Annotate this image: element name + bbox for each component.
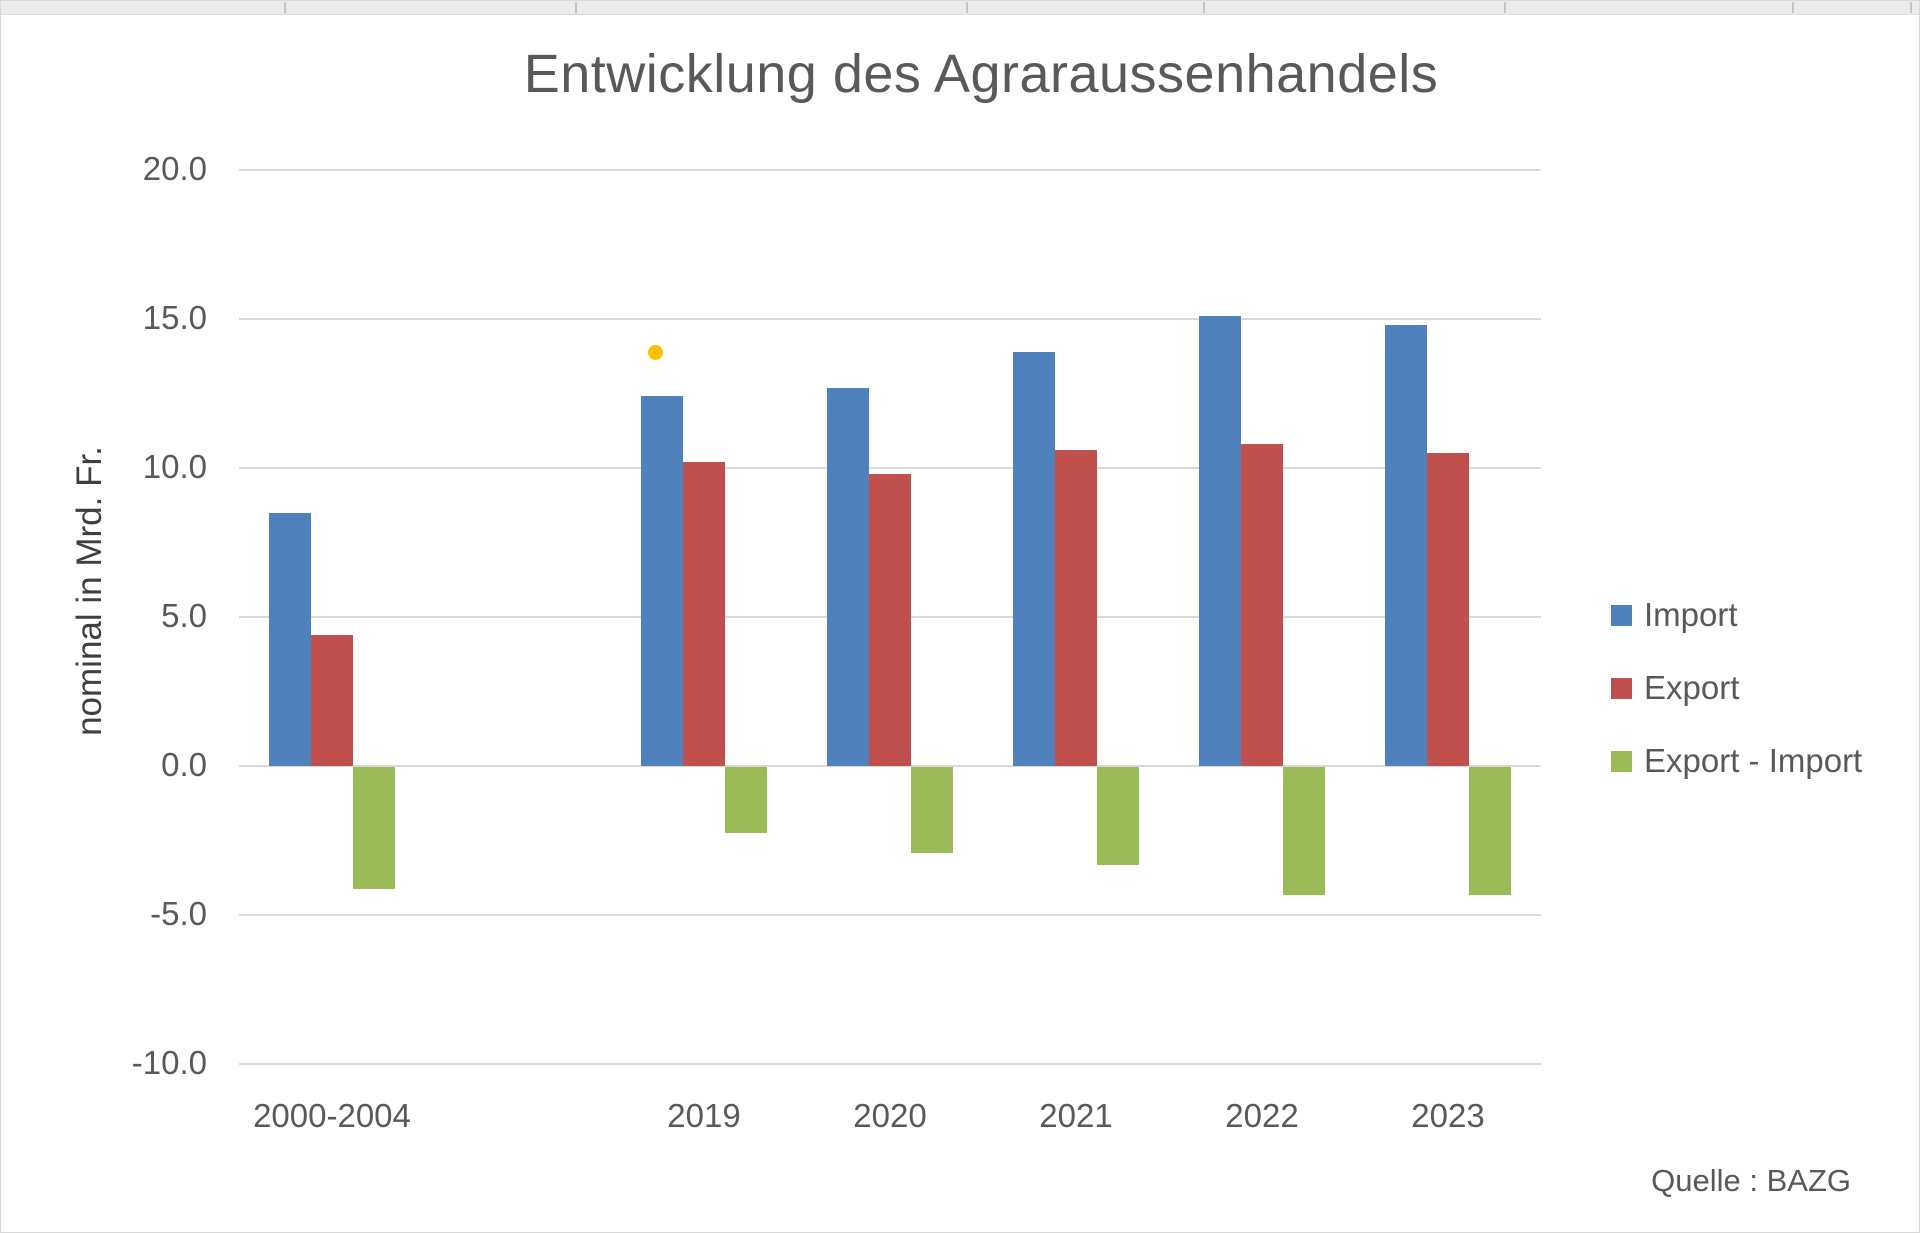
y-tick-label: 15.0 [142,299,207,336]
legend-label: Import [1644,596,1738,633]
bar-export-import-2000-2004 [353,767,395,890]
legend-swatch [1611,604,1632,626]
legend-swatch [1611,750,1632,772]
x-tick-label-2019: 2019 [667,1097,741,1134]
bar-import-2023 [1385,324,1427,766]
edge-tick [575,2,577,13]
source-note: Quelle : BAZG [1651,1163,1851,1198]
gridline-y-0.0 [239,765,1541,767]
gridline-y--10.0 [239,1063,1541,1065]
gridline-y--5.0 [239,914,1541,916]
bar-export-2023 [1427,453,1469,766]
annotation-dot [648,344,663,360]
bar-export-import-2023 [1469,767,1511,896]
gridline-y-15.0 [239,318,1541,320]
bar-import-2000-2004 [269,512,311,766]
y-tick-label: 20.0 [142,150,207,187]
bar-export-import-2020 [911,767,953,854]
bar-export-2021 [1055,450,1097,766]
edge-tick [1910,2,1912,13]
bar-import-2022 [1199,316,1241,766]
x-tick-label-2022: 2022 [1225,1097,1299,1134]
gridline-y-10.0 [239,467,1541,469]
edge-tick [1504,2,1506,13]
cropped-spreadsheet-edge [1,1,1919,15]
bar-import-2021 [1013,351,1055,766]
bar-import-2020 [827,387,869,766]
x-tick-label-2000-2004: 2000-2004 [253,1097,411,1134]
legend-swatch [1611,677,1632,699]
legend-label: Export - Import [1644,742,1863,779]
y-tick-label: 0.0 [161,746,207,783]
legend-label: Export [1644,669,1740,706]
legend-item-export-import: Export - Import [1611,742,1863,779]
gridline-y-20.0 [239,169,1541,171]
legend-item-import: Import [1611,596,1738,633]
y-tick-label: -5.0 [150,895,207,932]
edge-tick [1203,2,1205,13]
legend-item-export: Export [1611,669,1740,706]
x-tick-label-2020: 2020 [853,1097,927,1134]
y-tick-label: 10.0 [142,448,207,485]
bar-export-2000-2004 [311,634,353,766]
bar-export-import-2021 [1097,767,1139,866]
bar-export-2022 [1241,444,1283,766]
edge-tick [284,2,286,13]
bar-export-import-2019 [725,767,767,833]
edge-tick [1792,2,1794,13]
bar-export-2019 [683,462,725,766]
chart-title: Entwicklung des Agraraussenhandels [523,44,1439,104]
y-tick-label: 5.0 [161,597,207,634]
bar-export-2020 [869,473,911,766]
x-tick-label-2021: 2021 [1039,1097,1113,1134]
bar-import-2019 [641,396,683,766]
bar-export-import-2022 [1283,767,1325,896]
x-tick-label-2023: 2023 [1411,1097,1485,1134]
edge-tick [966,2,968,13]
y-tick-label: -10.0 [131,1044,207,1081]
